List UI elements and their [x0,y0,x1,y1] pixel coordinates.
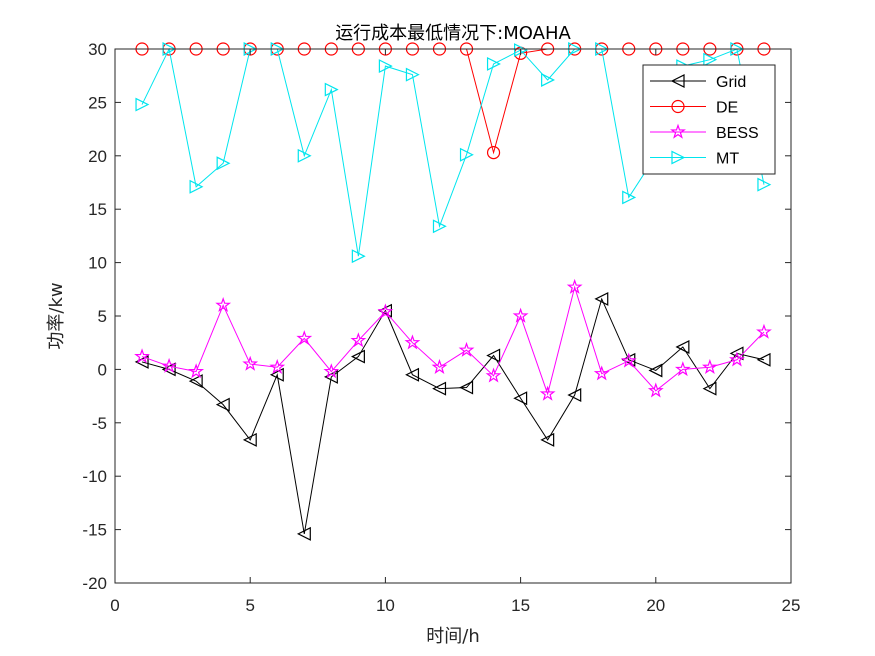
legend-marker [671,99,685,114]
series-line-bess [141,285,765,396]
data-point-bess [134,348,150,364]
data-point-bess [431,358,448,375]
data-point-mt [324,82,339,97]
data-point-mt [432,219,447,234]
data-point-mt [757,177,772,192]
legend-item-grid: Grid [650,74,746,91]
x-tick-label: 15 [511,596,530,615]
data-point-mt [541,73,555,87]
data-point-grid [756,352,771,367]
data-point-grid [188,374,203,389]
legend-marker [670,123,686,139]
data-point-bess [404,334,421,350]
data-point-mt [486,56,501,71]
data-point-bess [188,363,205,379]
legend-box [642,64,776,175]
data-point-grid [540,432,555,447]
data-point-mt [703,52,718,67]
data-point-mt [351,249,366,264]
x-tick-label: 10 [376,596,395,615]
data-point-bess [296,330,313,346]
data-point-bess [377,303,394,319]
y-tick-label: -10 [82,467,107,486]
legend-label: DE [716,100,738,117]
data-point-bess [620,352,637,368]
data-point-mt [135,97,150,112]
y-tick-label: -20 [82,574,107,593]
data-point-grid [513,391,528,406]
data-point-bess [593,365,610,381]
data-point-grid [648,363,663,378]
data-point-grid [296,526,311,541]
legend-item-bess: BESS [650,123,759,142]
series-bess [134,278,772,401]
data-point-mt [622,190,637,205]
series-line-grid [141,297,765,534]
y-tick-label: 15 [88,200,107,219]
data-point-grid [675,340,690,354]
data-point-bess [350,332,367,348]
y-tick-label: 25 [88,93,107,112]
data-point-bess [701,358,718,375]
y-axis-label: 功率/kw [46,282,67,349]
data-point-mt [297,148,312,163]
y-tick-label: 5 [98,307,107,326]
legend-label: BESS [716,125,759,142]
data-point-bess [269,358,286,375]
data-point-mt [459,147,474,162]
chart-title: 运行成本最低情况下:MOAHA [335,23,571,44]
x-tick-label: 20 [646,596,665,615]
data-point-bess [242,355,259,371]
data-point-de [486,145,501,160]
y-tick-label: -5 [92,414,107,433]
y-tick-label: 20 [88,147,107,166]
ticks-layer: 0 5 10 15 20 25 -20 -15 -10 -5 0 5 10 15 20 25 30 [82,40,800,615]
legend-marker [671,150,686,165]
data-point-bess [161,357,177,373]
data-point-grid [432,381,447,396]
x-tick-label: 25 [782,596,801,615]
legend-label: Grid [716,74,746,91]
data-point-bess [647,382,664,398]
data-point-bess [729,351,745,367]
y-tick-label: -15 [82,521,107,540]
data-point-grid [351,349,365,364]
data-point-mt [189,179,204,194]
data-point-bess [485,367,502,383]
data-point-mt [216,156,231,171]
legend-item-de: DE [650,100,738,117]
data-point-bess [323,363,340,379]
data-point-bess [566,278,583,294]
data-point-grid [405,367,420,382]
data-point-grid [459,380,474,395]
data-point-grid [486,348,501,363]
data-point-bess [512,307,529,323]
data-point-mt [378,59,393,74]
x-axis-label: 时间/h [426,626,479,647]
legend: Grid DE BESS MT [642,64,776,175]
data-point-grid [242,432,257,447]
y-tick-label: 0 [98,360,107,379]
data-point-grid [269,367,284,382]
data-point-grid [215,397,230,412]
data-point-mt [405,67,420,82]
y-tick-label: 30 [88,40,107,59]
data-point-grid [702,381,717,396]
legend-item-mt: MT [650,151,739,168]
legend-label: MT [716,151,739,168]
data-point-bess [674,361,691,377]
data-point-bess [458,341,475,357]
data-point-bess [215,296,232,313]
x-tick-label: 5 [245,596,254,615]
x-tick-label: 0 [110,596,119,615]
data-point-grid [567,388,582,403]
data-point-bess [539,385,556,401]
legend-marker [670,74,685,88]
data-point-bess [756,323,772,339]
data-point-grid [594,291,609,306]
y-tick-label: 10 [88,254,107,273]
